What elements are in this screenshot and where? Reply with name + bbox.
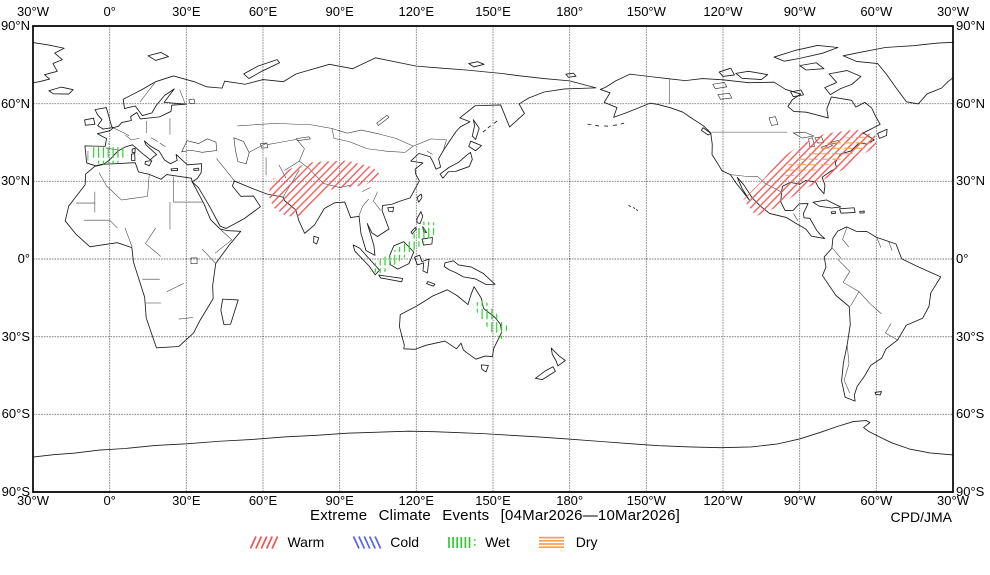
- world-map-canvas: [33, 26, 953, 492]
- axis-tick-label: 60°N: [0, 95, 30, 111]
- coastline-islands: [49, 45, 887, 395]
- axis-tick-label: 0°: [17, 251, 30, 266]
- axis-tick-label: 180°: [556, 493, 584, 508]
- axis-tick-label: 30°W: [937, 493, 969, 508]
- coastline-eurasia: [85, 58, 596, 256]
- region-wet-maritime-continent-philippines: [370, 221, 436, 274]
- legend-item-dry: Dry: [537, 534, 598, 550]
- axis-tick-label: 60°W: [860, 4, 893, 19]
- region-wet-iberia: [91, 143, 128, 166]
- coastline-antarctica: [33, 421, 953, 458]
- axis-tick-label: 90°S: [1, 484, 30, 499]
- axis-tick-label: 150°E: [475, 4, 511, 19]
- axis-tick-label: 0°: [103, 4, 116, 19]
- coastline-africa: [65, 163, 241, 348]
- axis-tick-label: 30°S: [956, 328, 985, 344]
- axis-tick-label: 120°E: [398, 4, 435, 19]
- cold-hatch-swatch-icon: [353, 535, 382, 549]
- axis-tick-label: 150°W: [626, 4, 666, 19]
- axis-tick-label: 120°W: [703, 493, 743, 508]
- legend-item-warm: Warm: [248, 534, 324, 550]
- axis-tick-label: 180°: [556, 4, 584, 19]
- credit-label: CPD/JMA: [890, 509, 952, 525]
- axis-tick-label: 90°W: [783, 493, 816, 508]
- axis-tick-label: 90°E: [325, 4, 354, 19]
- axis-tick-label: 90°E: [325, 493, 354, 508]
- axis-tick-label: 30°S: [1, 328, 30, 344]
- region-warm-south-asia: [268, 160, 381, 217]
- axis-tick-label: 30°W: [17, 4, 49, 19]
- axis-tick-label: 30°E: [172, 4, 201, 19]
- axis-tick-label: 30°N: [956, 173, 986, 189]
- axis-tick-label: 120°E: [398, 493, 435, 508]
- axis-tick-label: 60°S: [956, 406, 985, 422]
- axis-tick-label: 30°W: [17, 493, 49, 508]
- legend-label-dry: Dry: [575, 534, 598, 550]
- lakes: [182, 82, 840, 263]
- axis-tick-label: 90°N: [956, 18, 986, 33]
- axis-tick-label: 90°S: [956, 484, 985, 499]
- legend-item-cold: Cold: [351, 534, 419, 550]
- event-regions: [91, 129, 877, 340]
- axis-tick-label: 0°: [956, 251, 969, 266]
- axis-tick-label: 60°S: [1, 406, 30, 422]
- legend-label-cold: Cold: [390, 534, 420, 550]
- legend-label-wet: Wet: [485, 534, 510, 550]
- region-dry-central-eastern-us: [781, 136, 874, 178]
- coastline-greenland: [33, 42, 953, 104]
- dry-hatch-swatch-icon: [538, 536, 564, 548]
- graticule: [33, 26, 953, 492]
- axis-tick-label: 120°W: [703, 4, 743, 19]
- axis-tick-label: 0°: [103, 493, 116, 508]
- axis-tick-label: 30°W: [937, 4, 969, 19]
- axis-tick-label: 60°E: [248, 493, 278, 508]
- axis-tick-label: 60°N: [956, 95, 986, 111]
- warm-hatch-swatch-icon: [250, 535, 279, 549]
- country-borders: [76, 79, 898, 393]
- region-wet-eastern-australia: [472, 299, 509, 340]
- axis-tick-label: 30°N: [0, 173, 30, 189]
- coastline-south-america: [822, 227, 940, 401]
- axis-tick-label: 60°W: [860, 493, 893, 508]
- wet-hatch-swatch-icon: [448, 536, 476, 548]
- axis-tick-label: 150°W: [626, 493, 666, 508]
- figure-title: Extreme Climate Events [04Mar2026—10Mar2…: [310, 507, 680, 524]
- axis-tick-label: 30°E: [172, 493, 201, 508]
- legend: Warm Cold Wet Dry: [0, 534, 918, 550]
- axis-tick-label: 150°E: [475, 493, 511, 508]
- axis-tick-label: 90°N: [0, 18, 30, 33]
- map-frame: [33, 26, 953, 492]
- legend-item-wet: Wet: [446, 534, 510, 550]
- axis-tick-label: 60°E: [248, 4, 278, 19]
- legend-label-warm: Warm: [287, 534, 325, 550]
- axis-tick-label: 90°W: [783, 4, 816, 19]
